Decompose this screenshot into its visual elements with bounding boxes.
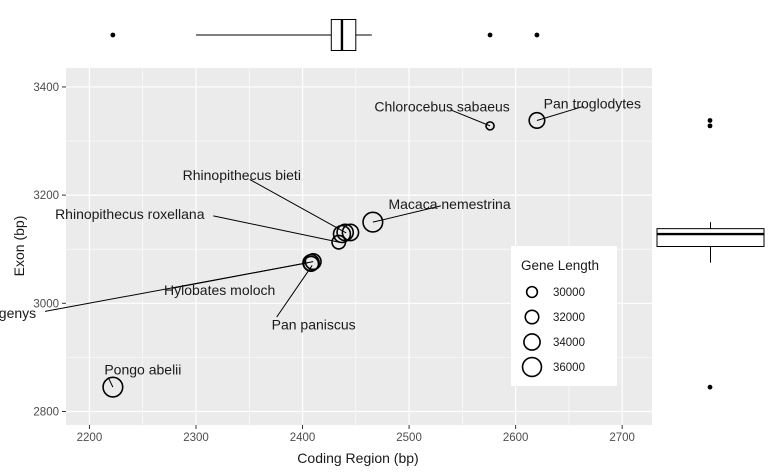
data-point bbox=[336, 223, 355, 242]
y-tick-label: 3200 bbox=[33, 190, 59, 202]
data-point bbox=[304, 253, 322, 271]
top-box-body bbox=[330, 19, 357, 51]
top-box-outlier bbox=[487, 32, 493, 38]
leader-line bbox=[213, 215, 339, 243]
x-axis-title: Coding Region (bp) bbox=[297, 450, 418, 466]
point-labels: Pongo abelii Nomascus leucogenys Hylobates… bbox=[0, 96, 641, 378]
point-label: Rhinopithecus bieti bbox=[183, 167, 301, 183]
legend-key bbox=[521, 356, 543, 378]
legend-label: 36000 bbox=[553, 362, 585, 374]
data-points bbox=[102, 111, 546, 398]
data-point bbox=[341, 223, 360, 242]
point-label: Pan paniscus bbox=[272, 316, 356, 332]
leader-line bbox=[276, 265, 313, 318]
point-label: Hylobates moloch bbox=[164, 282, 275, 298]
right-marginal-boxplot bbox=[656, 118, 765, 390]
leader-line bbox=[172, 261, 314, 289]
data-point bbox=[362, 211, 384, 233]
point-label: Chlorocebus sabaeus bbox=[374, 98, 509, 114]
data-point bbox=[102, 376, 124, 398]
y-tick-label: 3400 bbox=[33, 82, 59, 94]
right-box-outlier bbox=[707, 118, 713, 123]
x-tick-label: 2200 bbox=[77, 432, 103, 444]
right-box-outlier bbox=[707, 123, 713, 129]
legend-key bbox=[523, 333, 541, 351]
x-tick-label: 2600 bbox=[503, 432, 529, 444]
x-tick-label: 2700 bbox=[609, 432, 635, 444]
data-point bbox=[528, 111, 546, 130]
legend-label: 32000 bbox=[553, 312, 585, 324]
leader-line bbox=[249, 179, 347, 234]
label-leader-lines bbox=[44, 105, 584, 388]
point-label: Pan troglodytes bbox=[544, 96, 641, 112]
point-label: Pongo abelii bbox=[104, 361, 181, 377]
legend-label: 34000 bbox=[553, 337, 585, 349]
leader-line bbox=[450, 109, 491, 127]
legend-key bbox=[524, 309, 540, 325]
leader-line bbox=[372, 205, 441, 223]
point-label: Rhinopithecus roxellana bbox=[55, 206, 205, 222]
legend-label: 30000 bbox=[553, 287, 585, 299]
point-label: Macaca nemestrina bbox=[388, 196, 510, 212]
y-axis-title: Exon (bp) bbox=[11, 216, 27, 277]
x-tick-label: 2300 bbox=[183, 432, 209, 444]
y-tick-label: 2800 bbox=[33, 406, 59, 418]
right-box-body bbox=[656, 228, 765, 247]
x-tick-label: 2500 bbox=[396, 432, 422, 444]
x-axis-ticks: 2200 2300 2400 2500 2600 2700 bbox=[77, 425, 635, 444]
legend: Gene Length 30000 32000 34000 36000 bbox=[511, 246, 617, 386]
x-tick-label: 2400 bbox=[290, 432, 316, 444]
top-box-outlier bbox=[534, 32, 540, 38]
legend-key bbox=[525, 285, 539, 299]
leader-line bbox=[107, 377, 114, 388]
y-tick-label: 3000 bbox=[33, 298, 59, 310]
point-label: Nomascus leucogenys bbox=[0, 305, 36, 321]
y-axis-ticks: 2800 3000 3200 3400 bbox=[33, 82, 66, 418]
data-point bbox=[485, 121, 495, 131]
top-box-outlier bbox=[110, 32, 116, 38]
top-marginal-boxplot bbox=[110, 19, 540, 51]
legend-title: Gene Length bbox=[521, 258, 599, 273]
data-point bbox=[302, 255, 320, 273]
right-box-outlier bbox=[707, 384, 713, 390]
legend-box bbox=[511, 246, 617, 386]
